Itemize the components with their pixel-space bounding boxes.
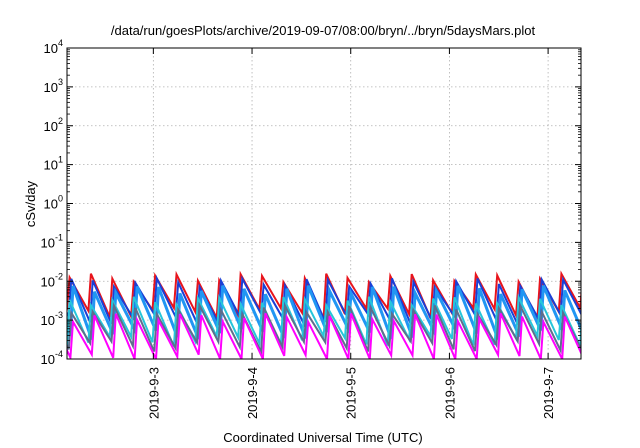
series-line bbox=[67, 270, 581, 322]
series-line bbox=[67, 293, 581, 348]
y-axis-label: cSv/day bbox=[23, 180, 38, 227]
y-tick-label: 100 bbox=[44, 194, 63, 212]
x-tick-label: 2019-9-5 bbox=[344, 367, 359, 419]
y-tick-label: 102 bbox=[44, 116, 63, 134]
grid bbox=[67, 48, 581, 359]
chart-title: /data/run/goesPlots/archive/2019-09-07/0… bbox=[111, 23, 536, 38]
y-tick-label: 10-2 bbox=[41, 271, 63, 289]
x-tick-label: 2019-9-7 bbox=[541, 367, 556, 419]
x-axis-ticks: 2019-9-3 2019-9-4 2019-9-5 2019-9-6 2019-9-7 bbox=[146, 48, 556, 419]
y-tick-label: 103 bbox=[44, 77, 63, 95]
plot-area bbox=[67, 270, 581, 359]
y-tick-label: 10-1 bbox=[41, 232, 63, 250]
y-axis-ticks: 10-4 10-3 10-2 10-1 100 101 102 103 104 bbox=[41, 38, 581, 367]
x-axis-label: Coordinated Universal Time (UTC) bbox=[223, 430, 422, 445]
x-tick-label: 2019-9-3 bbox=[146, 367, 161, 419]
y-tick-label: 10-4 bbox=[41, 349, 63, 367]
y-tick-label: 101 bbox=[44, 155, 63, 173]
y-tick-label: 104 bbox=[44, 38, 63, 56]
series-line bbox=[67, 301, 581, 356]
x-tick-label: 2019-9-4 bbox=[245, 367, 260, 419]
x-tick-label: 2019-9-6 bbox=[442, 367, 457, 419]
series-line bbox=[67, 312, 581, 359]
y-tick-label: 10-3 bbox=[41, 310, 63, 328]
